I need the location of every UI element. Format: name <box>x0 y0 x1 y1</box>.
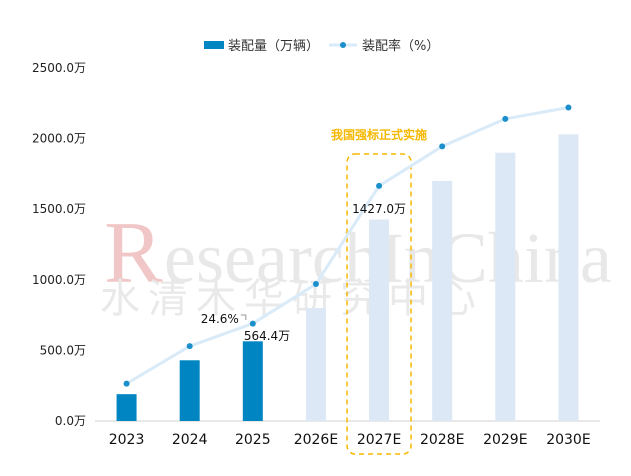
y-tick-label: 1000.0万 <box>32 273 86 287</box>
line-point <box>502 115 509 122</box>
y-axis: 0.0万 500.0万 1000.0万 1500.0万 2000.0万 2500.0万 <box>32 61 86 428</box>
annotation-text: 我国强标正式实施 <box>331 127 427 142</box>
line-series <box>123 104 572 387</box>
line-point <box>376 182 383 189</box>
y-tick-label: 1500.0万 <box>32 202 86 216</box>
line-path <box>125 106 569 385</box>
legend-line-label: 装配率（%） <box>362 38 439 54</box>
data-label-bar-2025: 564.4万 <box>244 329 290 343</box>
bar <box>369 219 390 421</box>
line-point <box>565 104 572 111</box>
bar <box>242 341 263 421</box>
bar <box>116 394 137 421</box>
line-point <box>439 143 446 150</box>
annotation-box <box>346 153 412 455</box>
bar <box>432 180 453 421</box>
y-tick-label: 2000.0万 <box>32 132 86 146</box>
y-tick-label: 2500.0万 <box>32 61 86 75</box>
data-labels: 564.4万 24.6% 1427.0万 <box>201 202 406 343</box>
data-label-rate-2025: 24.6% <box>201 312 239 326</box>
line-point <box>186 343 193 350</box>
line-point <box>123 380 130 387</box>
x-tick-label: 2025 <box>235 432 271 448</box>
legend-bar-swatch <box>204 41 224 49</box>
bar <box>179 360 200 421</box>
x-tick-label: 2029E <box>483 432 527 448</box>
line-point <box>249 320 256 327</box>
y-tick-label: 0.0万 <box>55 414 86 428</box>
x-tick-label: 2024 <box>172 432 208 448</box>
watermark-cn: 水清木华研究中心 <box>100 276 484 322</box>
legend-bar-label: 装配量（万辆） <box>228 39 319 54</box>
bar <box>495 152 516 421</box>
data-label-bar-2027E: 1427.0万 <box>352 202 406 216</box>
x-tick-label: 2023 <box>109 432 145 448</box>
x-tick-label: 2027E <box>357 432 401 448</box>
label-leader-line <box>240 314 247 320</box>
legend: 装配量（万辆） 装配率（%） <box>204 38 439 54</box>
bar <box>305 308 326 421</box>
x-axis: 2023 2024 2025 2026E 2027E 2028E 2029E 2030E <box>109 432 591 448</box>
legend-line-marker <box>340 42 346 48</box>
x-tick-label: 2028E <box>420 432 464 448</box>
watermark-r: R <box>104 205 163 302</box>
bar <box>558 134 579 421</box>
x-tick-label: 2026E <box>294 432 338 448</box>
y-tick-label: 500.0万 <box>40 343 86 357</box>
bars <box>116 134 579 421</box>
line-point <box>312 281 319 288</box>
x-tick-label: 2030E <box>546 432 590 448</box>
